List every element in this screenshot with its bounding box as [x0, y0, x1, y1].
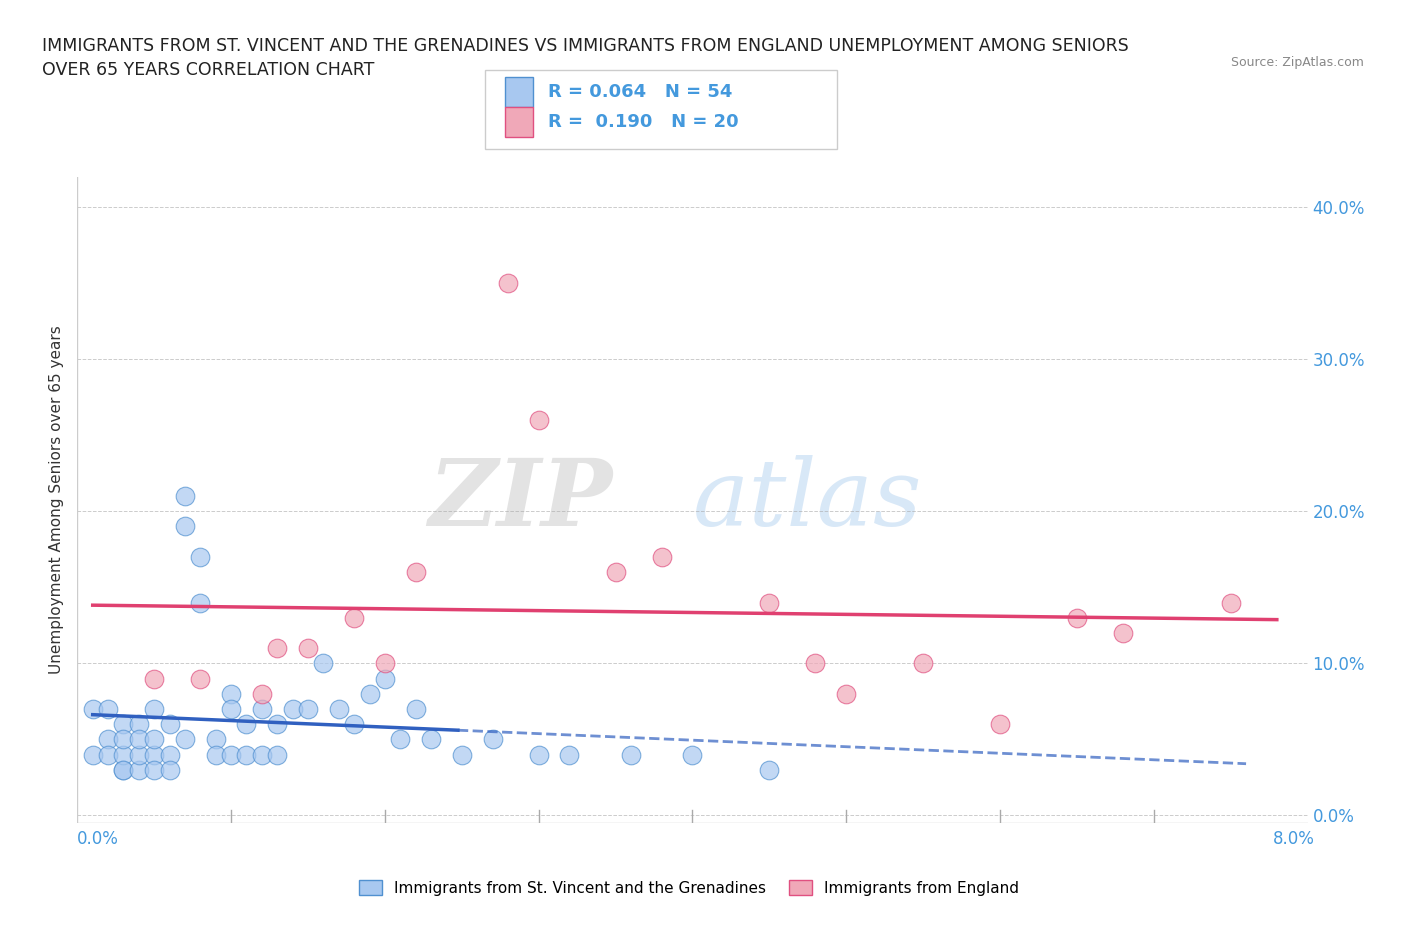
Point	[988, 717, 1011, 732]
Point	[128, 732, 150, 747]
Point	[405, 565, 427, 579]
Point	[250, 686, 273, 701]
Point	[374, 671, 396, 686]
Point	[266, 747, 288, 762]
Point	[190, 550, 212, 565]
Point	[143, 701, 166, 716]
Point	[159, 763, 181, 777]
Text: R = 0.064   N = 54: R = 0.064 N = 54	[548, 83, 733, 100]
Point	[112, 747, 135, 762]
Point	[112, 763, 135, 777]
Point	[266, 641, 288, 656]
Point	[481, 732, 503, 747]
Point	[82, 747, 104, 762]
Text: atlas: atlas	[693, 455, 922, 545]
Point	[758, 763, 780, 777]
Point	[128, 747, 150, 762]
Text: IMMIGRANTS FROM ST. VINCENT AND THE GRENADINES VS IMMIGRANTS FROM ENGLAND UNEMPL: IMMIGRANTS FROM ST. VINCENT AND THE GREN…	[42, 37, 1129, 55]
Point	[174, 519, 197, 534]
Point	[174, 732, 197, 747]
Point	[82, 701, 104, 716]
Point	[219, 686, 242, 701]
Text: 8.0%: 8.0%	[1272, 830, 1315, 848]
Point	[219, 747, 242, 762]
Point	[389, 732, 412, 747]
Point	[112, 732, 135, 747]
Point	[159, 717, 181, 732]
Point	[359, 686, 381, 701]
Point	[112, 763, 135, 777]
Point	[281, 701, 304, 716]
Point	[143, 763, 166, 777]
Point	[450, 747, 472, 762]
Point	[250, 701, 273, 716]
Point	[128, 763, 150, 777]
Point	[97, 732, 120, 747]
Point	[204, 747, 226, 762]
Point	[1066, 610, 1088, 625]
Text: Source: ZipAtlas.com: Source: ZipAtlas.com	[1230, 56, 1364, 69]
Point	[174, 488, 197, 503]
Point	[204, 732, 226, 747]
Point	[835, 686, 858, 701]
Point	[250, 747, 273, 762]
Point	[297, 701, 319, 716]
Point	[97, 747, 120, 762]
Point	[605, 565, 627, 579]
Point	[312, 656, 335, 671]
Point	[190, 671, 212, 686]
Point	[1219, 595, 1241, 610]
Point	[558, 747, 581, 762]
Point	[297, 641, 319, 656]
Point	[266, 717, 288, 732]
Point	[97, 701, 120, 716]
Point	[128, 717, 150, 732]
Text: 0.0%: 0.0%	[77, 830, 120, 848]
Point	[620, 747, 643, 762]
Point	[343, 717, 366, 732]
Point	[374, 656, 396, 671]
Point	[143, 732, 166, 747]
Point	[758, 595, 780, 610]
Point	[219, 701, 242, 716]
Legend: Immigrants from St. Vincent and the Grenadines, Immigrants from England: Immigrants from St. Vincent and the Gren…	[353, 873, 1025, 902]
Text: R =  0.190   N = 20: R = 0.190 N = 20	[548, 113, 740, 131]
Text: OVER 65 YEARS CORRELATION CHART: OVER 65 YEARS CORRELATION CHART	[42, 61, 374, 79]
Point	[804, 656, 827, 671]
Y-axis label: Unemployment Among Seniors over 65 years: Unemployment Among Seniors over 65 years	[49, 326, 65, 674]
Point	[235, 717, 257, 732]
Point	[682, 747, 704, 762]
Point	[405, 701, 427, 716]
Point	[328, 701, 350, 716]
Point	[496, 275, 519, 290]
Point	[112, 717, 135, 732]
Point	[651, 550, 673, 565]
Point	[527, 747, 550, 762]
Point	[343, 610, 366, 625]
Point	[420, 732, 443, 747]
Point	[143, 671, 166, 686]
Point	[159, 747, 181, 762]
Point	[235, 747, 257, 762]
Point	[143, 747, 166, 762]
Point	[1112, 626, 1135, 641]
Point	[190, 595, 212, 610]
Text: ZIP: ZIP	[429, 455, 613, 545]
Point	[912, 656, 935, 671]
Point	[527, 413, 550, 428]
